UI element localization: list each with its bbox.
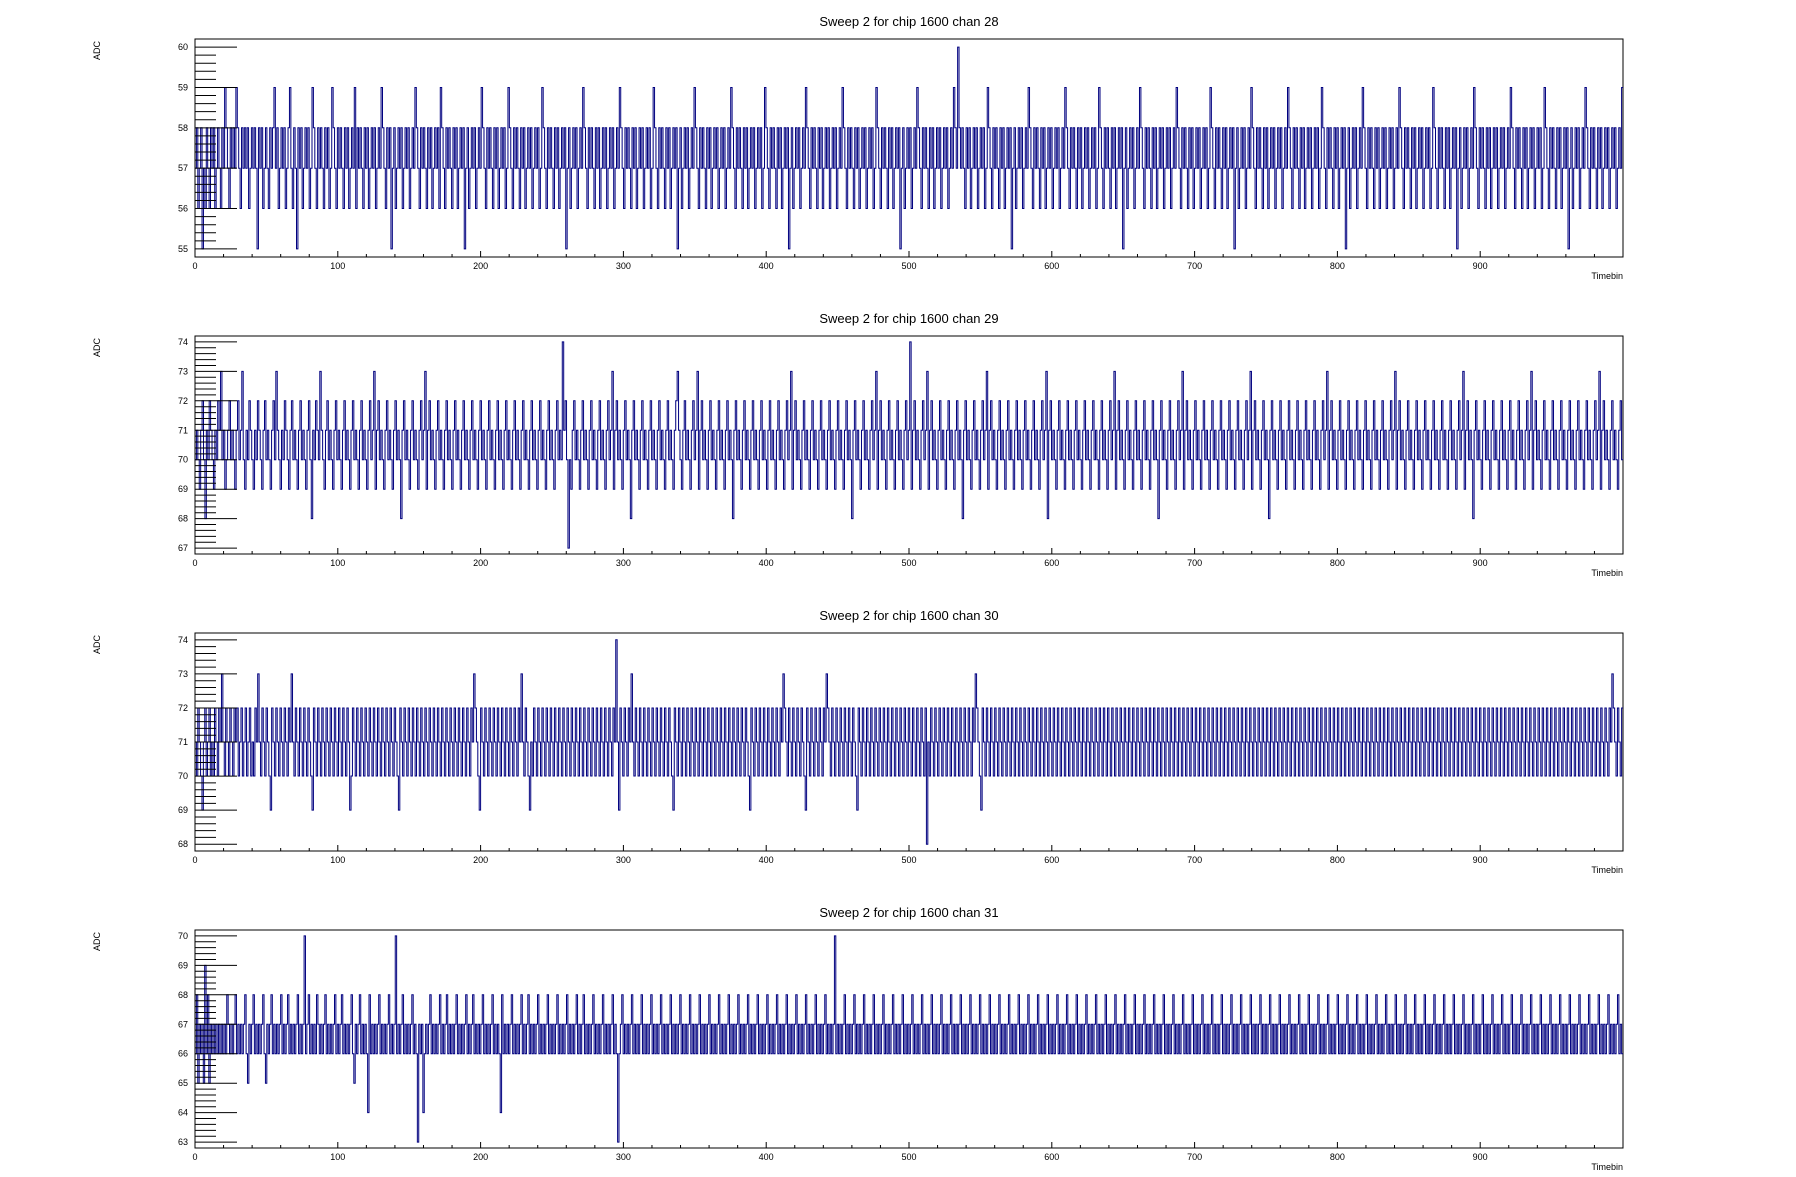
y-tick-label: 68 — [178, 514, 188, 524]
x-tick-label: 300 — [616, 855, 631, 865]
x-tick-label: 0 — [192, 855, 197, 865]
y-tick-label: 59 — [178, 82, 188, 92]
y-tick-label: 70 — [178, 455, 188, 465]
x-tick-label: 400 — [759, 1152, 774, 1162]
x-tick-label: 900 — [1473, 855, 1488, 865]
x-tick-label: 500 — [901, 1152, 916, 1162]
chart-title: Sweep 2 for chip 1600 chan 29 — [819, 311, 998, 326]
chart-title: Sweep 2 for chip 1600 chan 28 — [819, 14, 998, 29]
x-tick-label: 0 — [192, 558, 197, 568]
y-tick-label: 57 — [178, 163, 188, 173]
x-axis-label: Timebin — [1591, 865, 1623, 875]
y-tick-label: 60 — [178, 42, 188, 52]
y-tick-label: 72 — [178, 396, 188, 406]
x-tick-label: 100 — [330, 1152, 345, 1162]
x-tick-label: 700 — [1187, 558, 1202, 568]
y-tick-label: 69 — [178, 484, 188, 494]
chart-panel-3: Sweep 2 for chip 1600 chan 31 ADC Timebin 6… — [92, 905, 1624, 1172]
y-tick-label: 65 — [178, 1078, 188, 1088]
x-tick-label: 300 — [616, 1152, 631, 1162]
y-tick-label: 74 — [178, 635, 188, 645]
y-tick-label: 56 — [178, 204, 188, 214]
x-tick-label: 900 — [1473, 558, 1488, 568]
series-line — [195, 341, 1623, 549]
x-axis-label: Timebin — [1591, 271, 1623, 281]
y-tick-label: 73 — [178, 366, 188, 376]
x-tick-label: 0 — [192, 1152, 197, 1162]
y-axis-label: ADC — [92, 41, 102, 61]
x-tick-label: 600 — [1044, 261, 1059, 271]
x-tick-label: 900 — [1473, 1152, 1488, 1162]
x-tick-label: 700 — [1187, 261, 1202, 271]
x-tick-label: 800 — [1330, 261, 1345, 271]
x-tick-label: 900 — [1473, 261, 1488, 271]
y-tick-label: 58 — [178, 123, 188, 133]
series-line — [195, 639, 1623, 845]
y-tick-label: 67 — [178, 543, 188, 553]
x-tick-label: 200 — [473, 261, 488, 271]
chart-title: Sweep 2 for chip 1600 chan 30 — [819, 608, 998, 623]
y-tick-label: 73 — [178, 669, 188, 679]
y-tick-label: 74 — [178, 337, 188, 347]
x-tick-label: 500 — [901, 855, 916, 865]
x-tick-label: 100 — [330, 558, 345, 568]
x-tick-label: 200 — [473, 558, 488, 568]
x-tick-label: 300 — [616, 261, 631, 271]
y-tick-label: 71 — [178, 425, 188, 435]
x-axis-label: Timebin — [1591, 1162, 1623, 1172]
y-tick-label: 68 — [178, 839, 188, 849]
x-tick-label: 800 — [1330, 558, 1345, 568]
x-tick-label: 500 — [901, 558, 916, 568]
y-tick-label: 69 — [178, 960, 188, 970]
x-tick-label: 100 — [330, 855, 345, 865]
x-tick-label: 0 — [192, 261, 197, 271]
y-tick-label: 72 — [178, 703, 188, 713]
chart-title: Sweep 2 for chip 1600 chan 31 — [819, 905, 998, 920]
x-tick-label: 800 — [1330, 1152, 1345, 1162]
x-tick-label: 200 — [473, 855, 488, 865]
y-tick-label: 70 — [178, 771, 188, 781]
y-tick-label: 71 — [178, 737, 188, 747]
y-tick-label: 66 — [178, 1049, 188, 1059]
x-tick-label: 200 — [473, 1152, 488, 1162]
x-tick-label: 700 — [1187, 855, 1202, 865]
y-tick-label: 68 — [178, 990, 188, 1000]
x-tick-label: 400 — [759, 261, 774, 271]
y-tick-label: 70 — [178, 931, 188, 941]
y-tick-label: 55 — [178, 244, 188, 254]
y-tick-label: 69 — [178, 805, 188, 815]
x-tick-label: 600 — [1044, 558, 1059, 568]
series-line — [195, 46, 1623, 250]
y-axis-label: ADC — [92, 932, 102, 952]
y-tick-label: 64 — [178, 1108, 188, 1118]
x-tick-label: 400 — [759, 558, 774, 568]
y-tick-label: 63 — [178, 1137, 188, 1147]
chart-panel-1: Sweep 2 for chip 1600 chan 29 ADC Timebin 6… — [92, 311, 1624, 578]
x-tick-label: 100 — [330, 261, 345, 271]
x-tick-label: 300 — [616, 558, 631, 568]
x-tick-label: 600 — [1044, 1152, 1059, 1162]
x-tick-label: 400 — [759, 855, 774, 865]
x-tick-label: 600 — [1044, 855, 1059, 865]
x-axis-label: Timebin — [1591, 568, 1623, 578]
y-axis-label: ADC — [92, 338, 102, 358]
chart-panel-0: Sweep 2 for chip 1600 chan 28 ADC Timebin 5… — [92, 14, 1624, 281]
x-tick-label: 700 — [1187, 1152, 1202, 1162]
x-tick-label: 500 — [901, 261, 916, 271]
series-line — [195, 935, 1623, 1143]
chart-panel-2: Sweep 2 for chip 1600 chan 30 ADC Timebin 6… — [92, 608, 1624, 875]
y-axis-label: ADC — [92, 635, 102, 655]
x-tick-label: 800 — [1330, 855, 1345, 865]
y-tick-label: 67 — [178, 1019, 188, 1029]
